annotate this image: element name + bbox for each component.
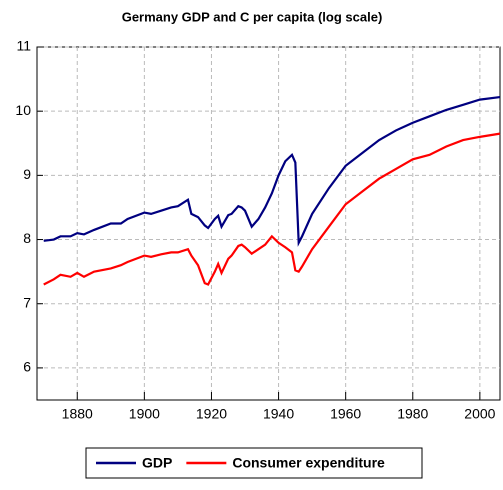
legend-box bbox=[85, 447, 423, 479]
chart-title: Germany GDP and C per capita (log scale) bbox=[122, 9, 383, 24]
plot-area bbox=[36, 46, 501, 401]
line bbox=[43, 132, 501, 286]
x-tick-label: 1960 bbox=[330, 406, 361, 422]
x-tick-label: 2000 bbox=[464, 406, 495, 422]
legend-label: Consumer expenditure bbox=[232, 455, 385, 471]
legend-label: GDP bbox=[142, 455, 172, 471]
line bbox=[43, 95, 501, 247]
y-tick-label: 7 bbox=[23, 294, 31, 310]
x-tick-label: 1920 bbox=[196, 406, 227, 422]
x-tick-label: 1880 bbox=[62, 406, 93, 422]
y-tick-label: 6 bbox=[23, 359, 31, 375]
x-tick-label: 1940 bbox=[263, 406, 294, 422]
y-tick-label: 11 bbox=[16, 38, 31, 54]
y-tick-label: 8 bbox=[23, 230, 31, 246]
y-tick-label: 9 bbox=[23, 166, 31, 182]
x-tick-label: 1980 bbox=[397, 406, 428, 422]
y-tick-label: 10 bbox=[15, 102, 31, 118]
x-tick-label: 1900 bbox=[129, 406, 160, 422]
